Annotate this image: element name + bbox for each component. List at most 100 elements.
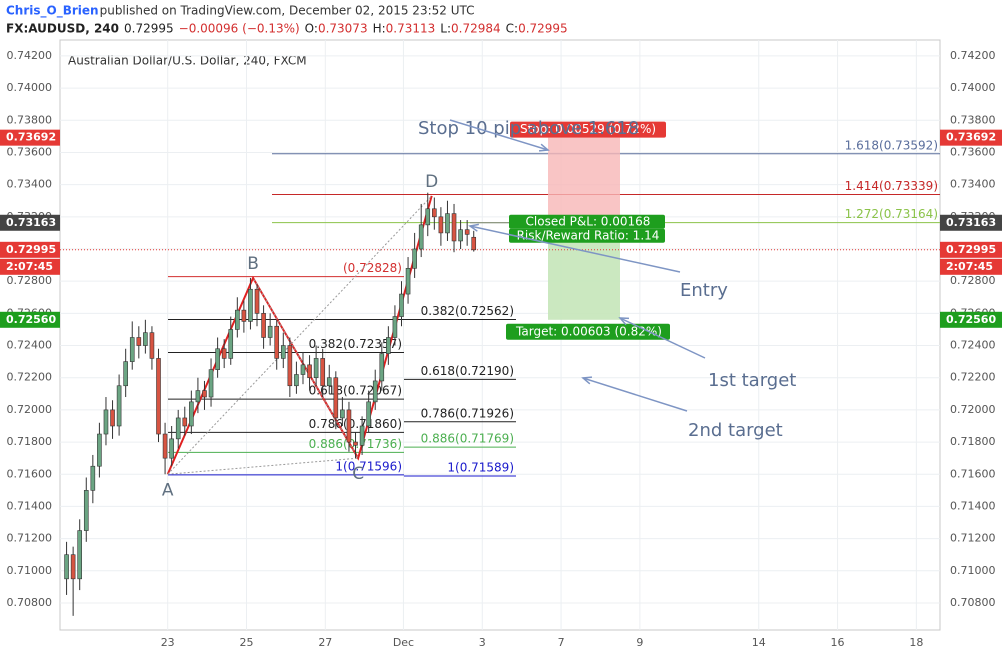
candle-body <box>149 332 155 359</box>
x-tick-label: 7 <box>558 636 565 649</box>
fib-label: 1.272(0.73164) <box>845 207 938 221</box>
x-tick-label: 27 <box>318 636 332 649</box>
position-text: Closed P&L: 0.00168 <box>526 214 651 228</box>
annotation: 1st target <box>708 370 796 391</box>
y-tick-label: 0.71600 <box>950 467 996 480</box>
price-badge-text: 0.73692 <box>946 131 996 144</box>
candle-body <box>386 337 391 354</box>
author[interactable]: Chris_O_Brien <box>6 4 99 19</box>
y-tick-label: 0.72000 <box>7 403 53 416</box>
candle-body <box>235 309 240 330</box>
candle-body <box>379 353 385 382</box>
y-tick-label: 0.73800 <box>7 113 53 126</box>
annotation-arrow <box>449 119 549 151</box>
candle-body <box>103 409 109 435</box>
candle-body <box>451 213 457 242</box>
candle-body <box>425 208 431 226</box>
stop-zone <box>548 137 620 223</box>
candle-body <box>162 433 168 459</box>
candle-body <box>340 409 345 419</box>
candle-body <box>471 236 477 251</box>
candle-body <box>294 374 299 387</box>
price-badge-text: 0.72995 <box>6 243 56 256</box>
plot-frame <box>59 39 941 631</box>
y-tick-label: 0.74200 <box>7 49 53 62</box>
candle-body <box>97 433 102 467</box>
header-text: −0.00096 (−0.13%) <box>179 22 300 36</box>
y-tick-label: 0.71400 <box>950 499 996 512</box>
candle-body <box>215 348 220 370</box>
candle-body <box>267 325 273 338</box>
y-tick-label: 0.72000 <box>950 403 996 416</box>
price-badge-text: 0.73163 <box>946 216 996 229</box>
candle-body <box>274 325 280 359</box>
candle-body <box>221 348 227 359</box>
candle-body <box>83 490 89 531</box>
annotation: Stop 10 pip above 1.618 <box>418 118 639 139</box>
candle-body <box>399 293 404 317</box>
x-tick-label: 16 <box>831 636 845 649</box>
candle-body <box>123 361 128 387</box>
y-tick-label: 0.71200 <box>7 532 53 545</box>
header-text: 0.73113 <box>386 22 436 36</box>
y-tick-label: 0.74000 <box>7 81 53 94</box>
candle-body <box>175 417 181 440</box>
arrow-head <box>618 317 630 326</box>
candle-body <box>169 438 174 459</box>
fib-label: 0.618(0.72190) <box>421 364 514 378</box>
y-tick-label: 0.72800 <box>950 274 996 287</box>
candle-body <box>320 358 325 387</box>
candle-body <box>438 216 444 234</box>
candle-body <box>110 409 115 427</box>
header-text: 0.73073 <box>318 22 368 36</box>
position-box <box>509 228 665 243</box>
y-tick-label: 0.71200 <box>950 532 996 545</box>
fib-label: 1(0.71596) <box>335 459 402 473</box>
y-tick-label: 0.73800 <box>950 113 996 126</box>
arrow-head <box>538 143 550 152</box>
pattern-label: D <box>425 172 438 192</box>
x-tick-label: 3 <box>479 636 486 649</box>
candle-body <box>458 229 463 242</box>
position-text: Stop: 0.00529 (0.72%) <box>520 122 656 136</box>
y-tick-label: 0.71600 <box>7 467 53 480</box>
fib-label: 1.618(0.73592) <box>845 138 938 152</box>
candle-body <box>90 465 96 491</box>
price-badge <box>940 129 1002 146</box>
y-tick-label: 0.73400 <box>7 178 53 191</box>
header-text: O: <box>305 22 318 36</box>
fib-label: 1.414(0.73339) <box>845 179 938 193</box>
y-tick-label: 0.73600 <box>7 145 53 158</box>
position-box <box>506 323 670 340</box>
x-tick-label: 9 <box>636 636 643 649</box>
header-text: 0.72995 <box>124 22 174 36</box>
candle-body <box>418 224 424 250</box>
x-tick-label: 18 <box>909 636 923 649</box>
candle-body <box>208 369 214 398</box>
annotation: 2nd target <box>688 420 783 441</box>
y-tick-label: 0.73400 <box>950 178 996 191</box>
candle-body <box>353 441 358 446</box>
annotation-arrow <box>619 317 706 359</box>
countdown-badge <box>940 258 1002 275</box>
candle-body <box>300 364 306 375</box>
candle-body <box>307 364 312 379</box>
fib-label: 0.786(0.71860) <box>309 417 402 431</box>
position-text: Risk/Reward Ratio: 1.14 <box>517 228 660 242</box>
fib-label: 0.886(0.71769) <box>421 432 514 446</box>
arrow-head <box>468 223 479 232</box>
header-text: H: <box>373 22 386 36</box>
published: published on TradingView.com, December 0… <box>100 4 475 18</box>
candle-body <box>445 213 450 234</box>
y-tick-label: 0.71400 <box>7 499 53 512</box>
candle-body <box>202 390 207 398</box>
price-badge <box>940 241 1002 258</box>
candle-body <box>70 554 76 580</box>
candle-body <box>359 425 365 446</box>
header-text: FX:AUDUSD, 240 <box>6 22 119 36</box>
annotation: Entry <box>680 280 728 301</box>
pattern-label: B <box>247 254 259 274</box>
price-badge <box>0 311 60 328</box>
